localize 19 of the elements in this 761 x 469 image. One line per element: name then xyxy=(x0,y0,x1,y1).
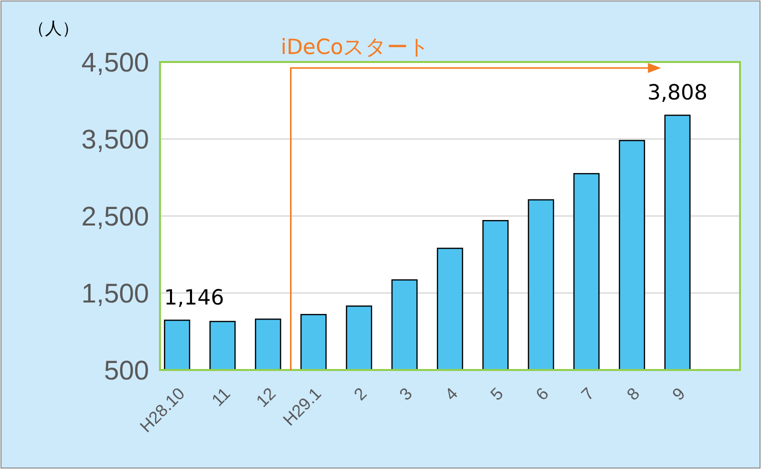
x-tick-label: 2 xyxy=(350,384,371,404)
y-tick-label: 4,500 xyxy=(81,47,149,78)
y-axis-title: （人） xyxy=(28,19,79,39)
x-tick-label: 5 xyxy=(486,384,507,404)
x-tick-label: 7 xyxy=(578,384,598,404)
x-tick-label: 11 xyxy=(208,384,234,410)
y-tick-label: 1,500 xyxy=(81,278,149,308)
data-label: 3,808 xyxy=(647,80,708,104)
x-tick-label: 4 xyxy=(441,384,462,404)
y-tick-label: 2,500 xyxy=(81,201,149,232)
x-tick-label: 3 xyxy=(396,384,416,404)
x-tick-label: 8 xyxy=(623,384,644,404)
y-tick-label: 500 xyxy=(104,355,149,386)
text: iDeCoスタート xyxy=(280,35,430,59)
y-tick-label: 3,500 xyxy=(81,124,149,154)
x-tick-label: 9 xyxy=(668,384,689,404)
x-tick-label: 12 xyxy=(252,384,280,411)
x-tick-label: 6 xyxy=(532,384,552,404)
data-label: 1,146 xyxy=(164,285,224,310)
